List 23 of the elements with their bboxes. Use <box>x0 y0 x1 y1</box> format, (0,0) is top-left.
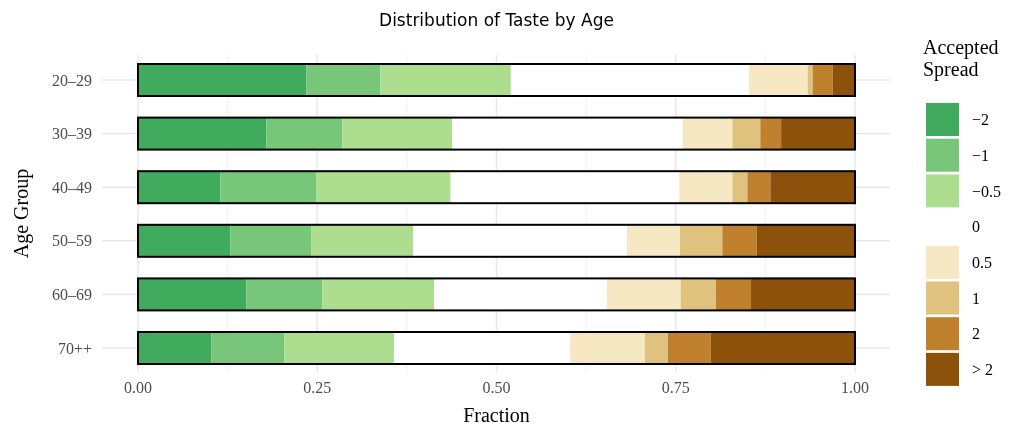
x-tick-label: 0.50 <box>482 379 511 396</box>
y-tick-label: 60–69 <box>52 286 92 303</box>
x-tick-label: 0.75 <box>661 379 690 396</box>
legend-label: −1 <box>972 146 990 164</box>
y-tick-label: 70++ <box>57 339 92 357</box>
legend-label: 0.5 <box>972 253 992 271</box>
legend-label: −2 <box>972 111 990 129</box>
y-tick-label: 40–49 <box>52 178 92 196</box>
legend-title: Accepted Spread <box>923 36 999 81</box>
y-tick-label: 20–29 <box>52 71 92 89</box>
legend-label: 1 <box>972 289 980 307</box>
x-axis-title: Fraction <box>463 404 530 426</box>
legend-label: > 2 <box>972 361 994 378</box>
chart-title: Distribution of Taste by Age <box>379 10 614 30</box>
x-tick-label: 0.00 <box>124 379 152 396</box>
x-tick-label: 0.25 <box>303 379 332 396</box>
legend-label: −0.5 <box>972 182 1002 200</box>
text: 0 <box>972 218 980 236</box>
y-axis-title: Age Group <box>10 168 33 259</box>
y-tick-label: 30–39 <box>52 125 92 143</box>
legend-label: 2 <box>972 325 980 343</box>
x-tick-label: 1.00 <box>841 379 869 396</box>
y-tick-label: 50–59 <box>52 232 92 250</box>
